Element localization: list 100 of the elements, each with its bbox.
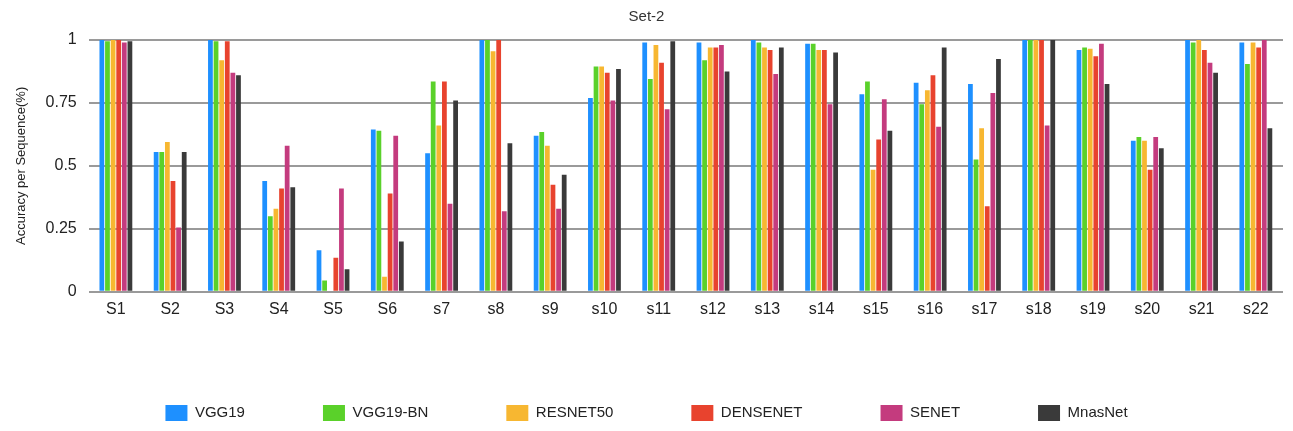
bar [393,135,399,291]
bar [1190,42,1196,291]
bar [941,47,947,291]
bar [339,188,344,291]
y-tick-label: 0.5 [54,156,77,174]
bar [425,153,430,291]
bar [816,50,822,291]
bar [822,50,827,291]
bar [1185,40,1190,291]
bar [664,109,670,291]
bar [219,60,225,291]
bar [881,99,887,291]
bar [968,84,973,291]
legend-label: VGG19-BN [352,403,429,421]
bar [713,47,719,291]
bar [1256,47,1262,291]
bar [1027,40,1033,291]
bar [919,104,925,291]
bar [1093,56,1099,291]
bar [1050,40,1056,291]
x-tick-label: s9 [541,299,559,317]
bar [588,97,593,291]
chart-title: Set-2 [628,7,665,25]
bar [773,73,779,291]
bar [208,40,213,291]
x-tick-label: S3 [214,299,235,317]
bar [230,72,236,291]
y-tick-label: 0.25 [45,219,77,237]
bar [996,58,1001,291]
x-tick-label: s19 [1080,299,1106,317]
x-tick-label: s11 [646,299,672,317]
bar [642,42,648,291]
legend-label: MnasNet [1067,403,1129,421]
bar [1099,43,1104,291]
bar [610,100,616,291]
bar [267,216,273,291]
bar [778,47,784,291]
x-tick-label: s7 [433,299,451,317]
y-tick-label: 0 [67,282,77,300]
bar [442,81,447,291]
x-tick-label: S2 [160,299,181,317]
bar [876,139,882,291]
bar [262,181,268,291]
bar [1201,50,1207,291]
bar [599,66,605,291]
bar [479,40,485,291]
bar [333,257,339,291]
bar [105,41,110,291]
bar [496,40,502,291]
bar [153,152,159,291]
bar [284,145,290,291]
y-axis-title: Accuracy per Sequence(%) [13,86,29,246]
bar [533,135,539,291]
bar [756,42,762,291]
bar [702,60,707,291]
bar [659,62,664,291]
bar [322,280,327,291]
x-tick-label: s12 [700,299,727,317]
x-tick-label: s21 [1188,299,1215,317]
x-tick-label: s17 [971,299,998,317]
legend-label: SENET [910,403,961,421]
bar [865,81,870,291]
x-tick-label: s10 [591,299,618,317]
y-tick-label: 0.75 [45,93,77,111]
x-tick-label: S1 [106,299,126,317]
bar [398,241,404,291]
x-tick-label: s14 [808,299,835,317]
bar [1196,40,1202,291]
bar [762,47,767,291]
bar [116,40,122,291]
bar [430,81,436,291]
x-tick-label: S4 [268,299,289,317]
bar [99,40,105,291]
y-tick-label: 1 [67,30,77,48]
bar [453,100,458,291]
bar [236,75,241,291]
bar [539,131,545,291]
bar [990,92,996,291]
bar [1239,42,1245,291]
bar [750,40,756,291]
bar [810,43,816,291]
bar [224,41,230,291]
bar [279,188,284,291]
bar [561,174,567,291]
bar [121,42,127,291]
bar [936,126,941,291]
bar [1044,125,1050,291]
bar [647,79,653,291]
bar [1261,40,1267,291]
x-tick-label: s15 [862,299,889,317]
bar [1213,72,1218,291]
bar [1153,136,1159,291]
bar [1130,140,1136,291]
bar [544,145,550,291]
bar [436,125,442,291]
bar [1142,140,1147,291]
bar [913,82,919,291]
bar [805,43,810,291]
legend-label: RESNET50 [535,403,614,421]
bar [859,94,865,291]
